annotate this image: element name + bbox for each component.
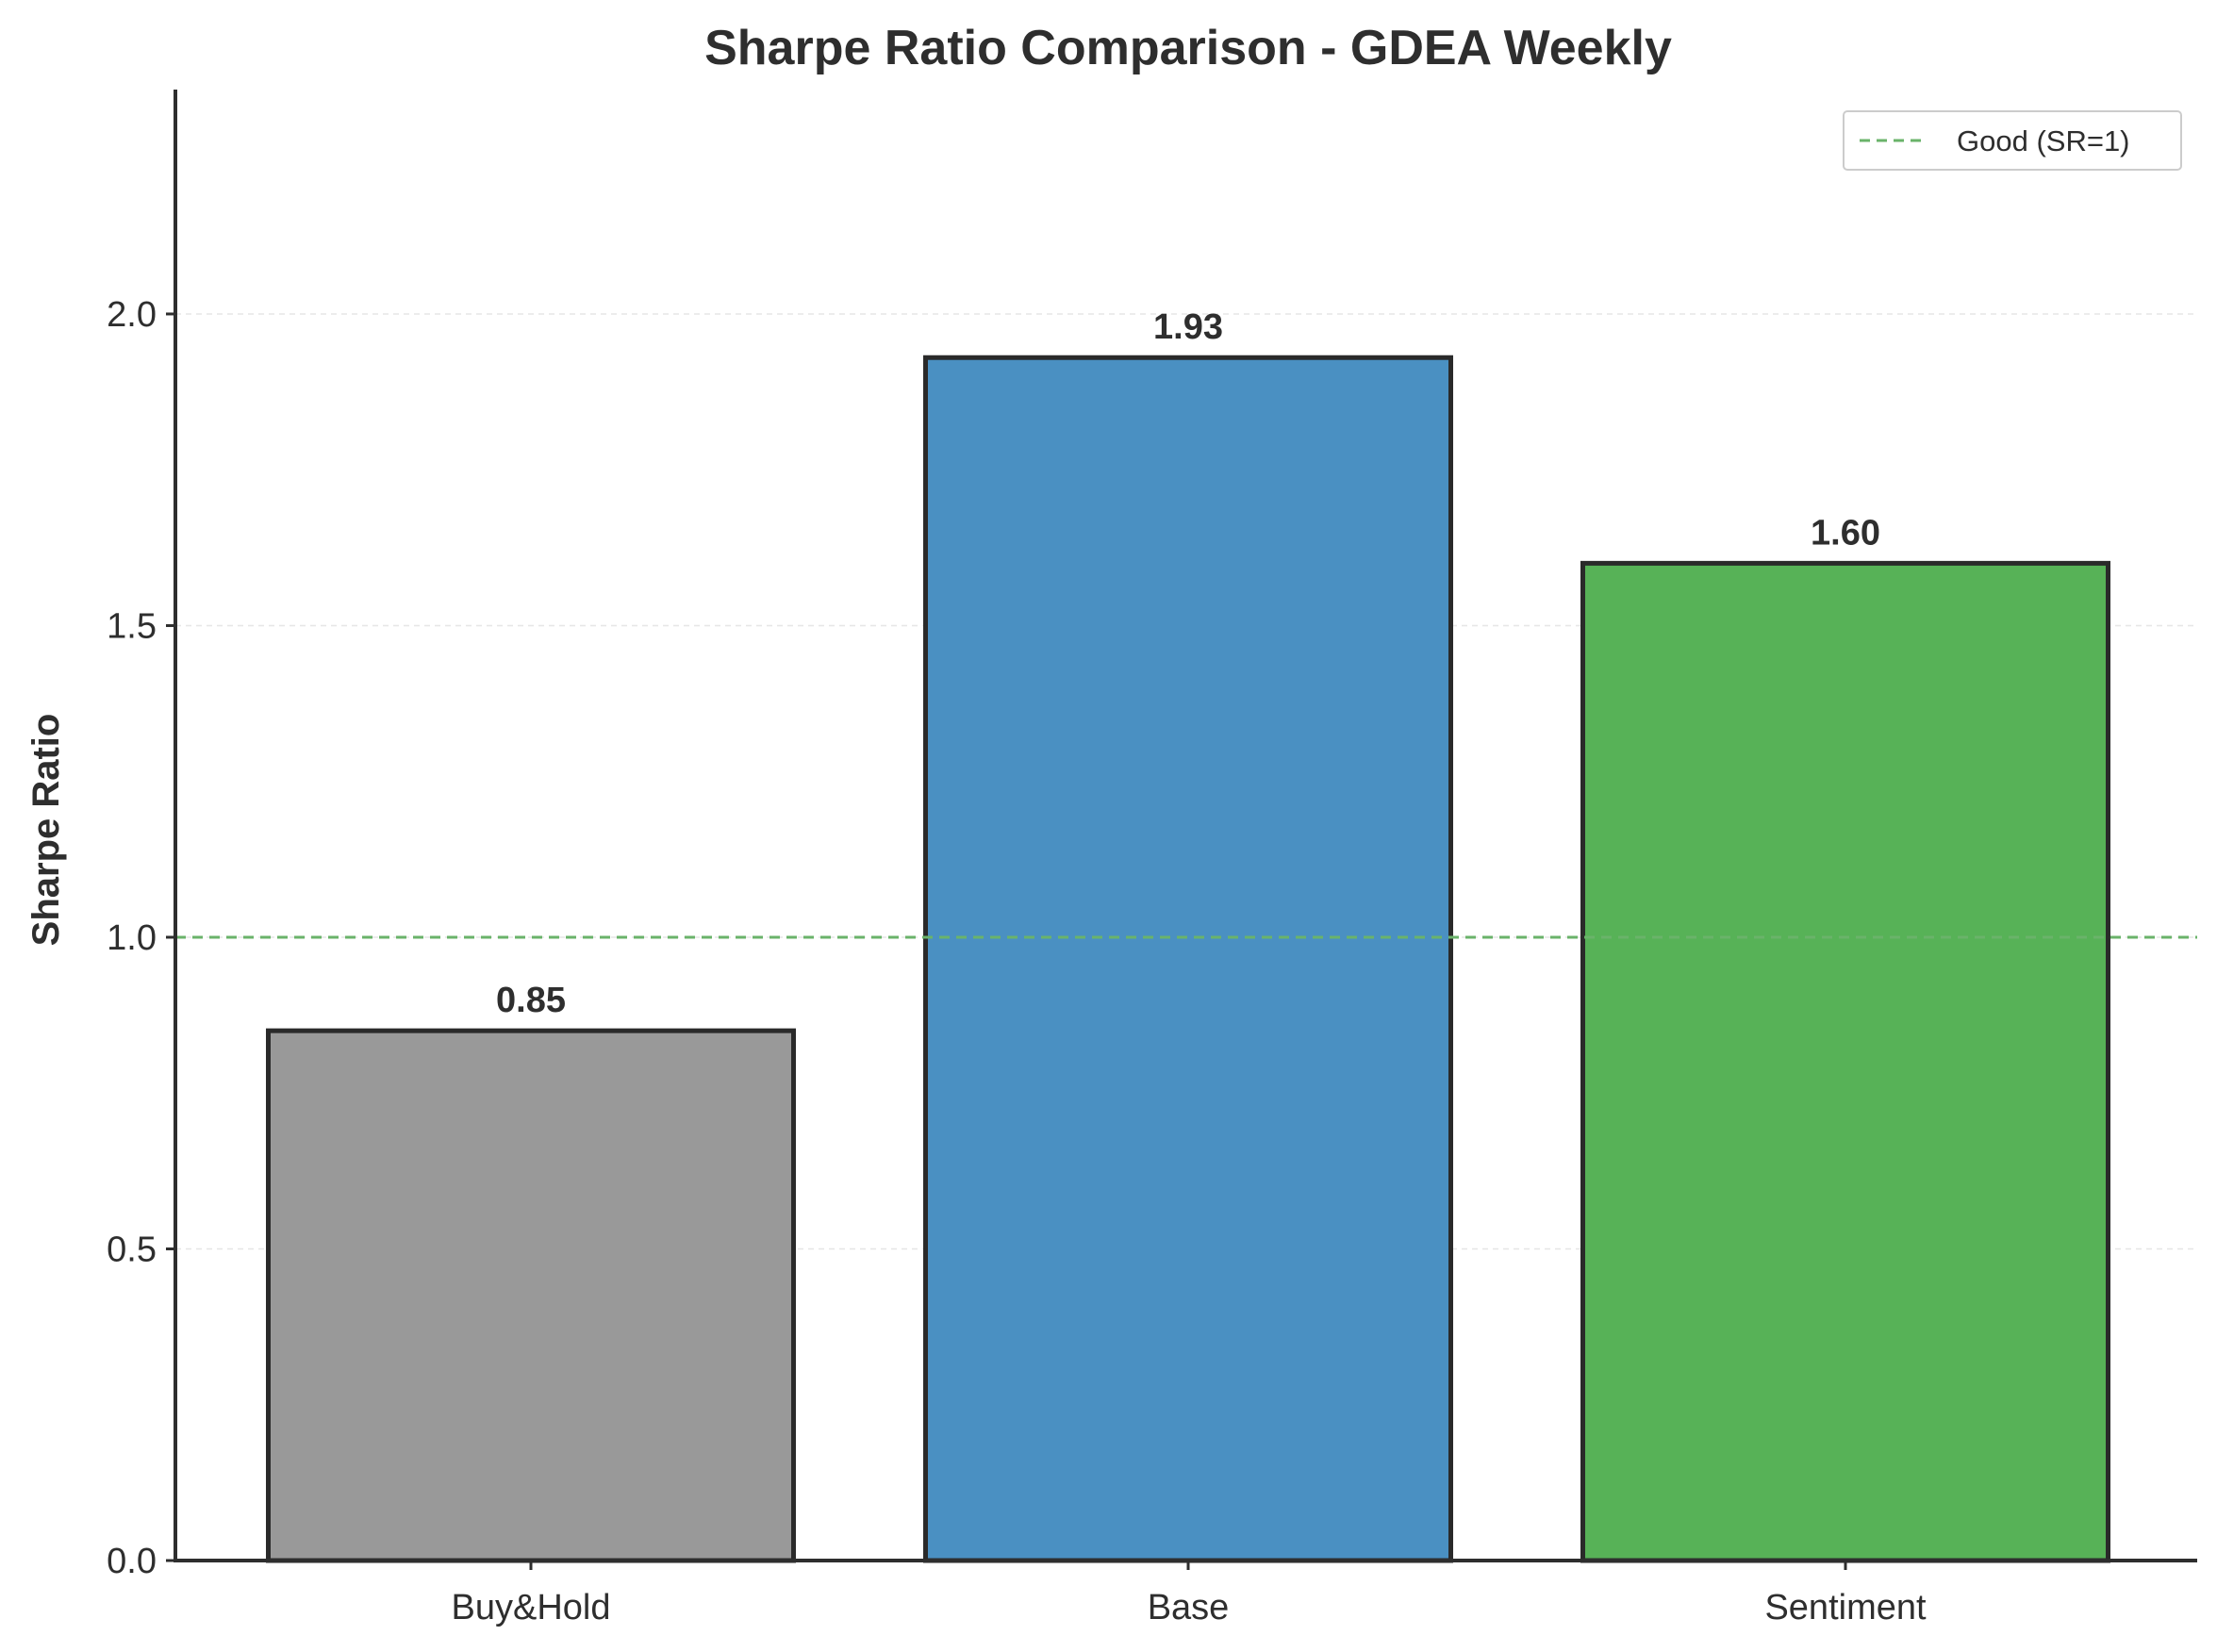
x-tick-label-2: Sentiment xyxy=(1764,1588,1927,1627)
tick-labels: 0.0 0.5 1.0 1.5 2.0 Buy&Hold Base Sentiment xyxy=(107,295,1927,1627)
bar-buy-hold xyxy=(266,1028,796,1563)
chart-title: Sharpe Ratio Comparison - GDEA Weekly xyxy=(704,21,1672,75)
y-tick-label-3: 1.5 xyxy=(107,606,157,646)
y-tick-label-2: 1.0 xyxy=(107,918,157,958)
axes xyxy=(174,90,2197,1562)
x-tick-label-1: Base xyxy=(1148,1588,1230,1627)
legend-entry-good: Good (SR=1) xyxy=(1957,124,2130,157)
legend-box xyxy=(1843,110,2182,171)
y-tick-label-4: 2.0 xyxy=(107,295,157,335)
bars: 0.85 1.93 1.60 xyxy=(266,307,2110,1563)
y-tick-label-1: 0.5 xyxy=(107,1230,157,1269)
y-axis-label: Sharpe Ratio xyxy=(25,714,67,947)
data-label-1: 1.93 xyxy=(1153,307,1223,347)
y-tick-label-0: 0.0 xyxy=(107,1542,157,1581)
legend: Good (SR=1) xyxy=(1843,110,2182,171)
x-tick-label-0: Buy&Hold xyxy=(452,1588,611,1627)
data-label-2: 1.60 xyxy=(1811,513,1880,553)
bar-base xyxy=(923,355,1453,1563)
data-label-0: 0.85 xyxy=(496,981,566,1020)
bar-sentiment xyxy=(1580,560,2110,1563)
